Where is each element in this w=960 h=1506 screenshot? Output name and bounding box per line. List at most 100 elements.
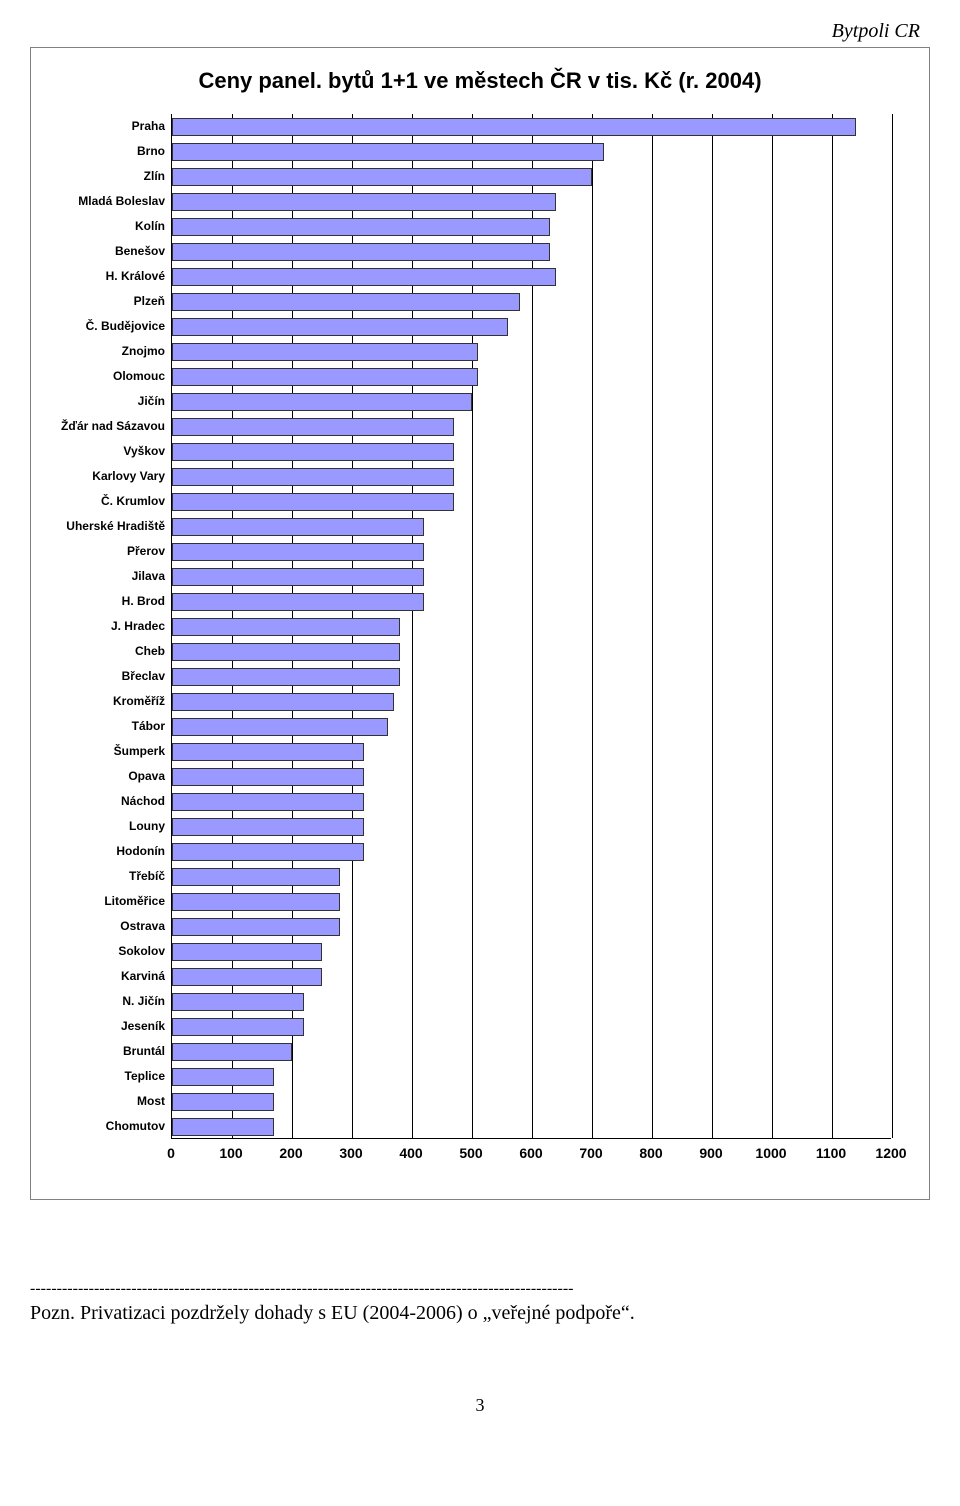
bar — [172, 1118, 274, 1136]
gridline — [712, 114, 713, 1138]
x-tick: 300 — [339, 1145, 362, 1161]
bar — [172, 268, 556, 286]
bar-row — [172, 514, 424, 539]
bar — [172, 868, 340, 886]
bar — [172, 693, 394, 711]
bar — [172, 993, 304, 1011]
bar-row — [172, 939, 322, 964]
bar-row — [172, 264, 556, 289]
bar — [172, 168, 592, 186]
bar-row — [172, 614, 400, 639]
y-label: Tábor — [61, 714, 165, 739]
y-label: N. Jičín — [61, 989, 165, 1014]
bar-row — [172, 339, 478, 364]
x-tick: 100 — [219, 1145, 242, 1161]
gridline — [592, 114, 593, 1138]
y-label: Olomouc — [61, 364, 165, 389]
bar-row — [172, 1064, 274, 1089]
y-label: Uherské Hradiště — [61, 514, 165, 539]
footnote: Pozn. Privatizaci pozdržely dohady s EU … — [30, 1302, 930, 1325]
bar-row — [172, 789, 364, 814]
bar — [172, 1043, 292, 1061]
x-tick: 500 — [459, 1145, 482, 1161]
bar — [172, 343, 478, 361]
gridline — [892, 114, 893, 1138]
y-label: Zlín — [61, 164, 165, 189]
y-label: Benešov — [61, 239, 165, 264]
bar — [172, 293, 520, 311]
y-label: Most — [61, 1089, 165, 1114]
bar — [172, 593, 424, 611]
bar — [172, 118, 856, 136]
x-tick: 200 — [279, 1145, 302, 1161]
y-label: Šumperk — [61, 739, 165, 764]
bar-row — [172, 639, 400, 664]
bar-row — [172, 739, 364, 764]
y-label: Vyškov — [61, 439, 165, 464]
chart-title: Ceny panel. bytů 1+1 ve městech ČR v tis… — [61, 68, 899, 94]
bar-row — [172, 139, 604, 164]
chart-body: PrahaBrnoZlínMladá BoleslavKolínBenešovH… — [61, 114, 899, 1169]
bar-row — [172, 214, 550, 239]
y-label: Znojmo — [61, 339, 165, 364]
y-label: Sokolov — [61, 939, 165, 964]
bar — [172, 318, 508, 336]
bar-row — [172, 239, 550, 264]
y-label: Kolín — [61, 214, 165, 239]
y-label: Ostrava — [61, 914, 165, 939]
chart-container: Ceny panel. bytů 1+1 ve městech ČR v tis… — [30, 47, 930, 1200]
y-label: Praha — [61, 114, 165, 139]
bar-row — [172, 1114, 274, 1139]
y-label: Cheb — [61, 639, 165, 664]
gridline — [832, 114, 833, 1138]
bar — [172, 918, 340, 936]
y-label: Kroměříž — [61, 689, 165, 714]
x-tick: 700 — [579, 1145, 602, 1161]
bar-row — [172, 539, 424, 564]
bar — [172, 493, 454, 511]
bar — [172, 618, 400, 636]
bar-row — [172, 1039, 292, 1064]
chart-plot-area — [171, 114, 891, 1139]
gridline — [652, 114, 653, 1138]
x-tick: 0 — [167, 1145, 175, 1161]
y-label: Louny — [61, 814, 165, 839]
y-label: Třebíč — [61, 864, 165, 889]
bar — [172, 768, 364, 786]
bar-row — [172, 764, 364, 789]
bar-row — [172, 389, 472, 414]
y-label: Teplice — [61, 1064, 165, 1089]
bar-row — [172, 189, 556, 214]
bar — [172, 243, 550, 261]
bar-row — [172, 564, 424, 589]
bar — [172, 218, 550, 236]
bar-row — [172, 164, 592, 189]
bar-row — [172, 1089, 274, 1114]
bar — [172, 518, 424, 536]
bar — [172, 1018, 304, 1036]
y-label: H. Králové — [61, 264, 165, 289]
bar-row — [172, 864, 340, 889]
bar — [172, 968, 322, 986]
bar — [172, 143, 604, 161]
bar-row — [172, 839, 364, 864]
y-label: Plzeň — [61, 289, 165, 314]
bar-row — [172, 464, 454, 489]
bar — [172, 418, 454, 436]
x-tick: 1200 — [875, 1145, 906, 1161]
bar-row — [172, 689, 394, 714]
y-label: Přerov — [61, 539, 165, 564]
x-tick: 800 — [639, 1145, 662, 1161]
y-label: Karlovy Vary — [61, 464, 165, 489]
bar — [172, 793, 364, 811]
bar — [172, 843, 364, 861]
bar-row — [172, 664, 400, 689]
bar — [172, 1068, 274, 1086]
bar — [172, 943, 322, 961]
y-label: Č. Krumlov — [61, 489, 165, 514]
y-label: Jeseník — [61, 1014, 165, 1039]
y-label: Brno — [61, 139, 165, 164]
page-number: 3 — [30, 1395, 930, 1416]
bar — [172, 718, 388, 736]
y-label: Opava — [61, 764, 165, 789]
